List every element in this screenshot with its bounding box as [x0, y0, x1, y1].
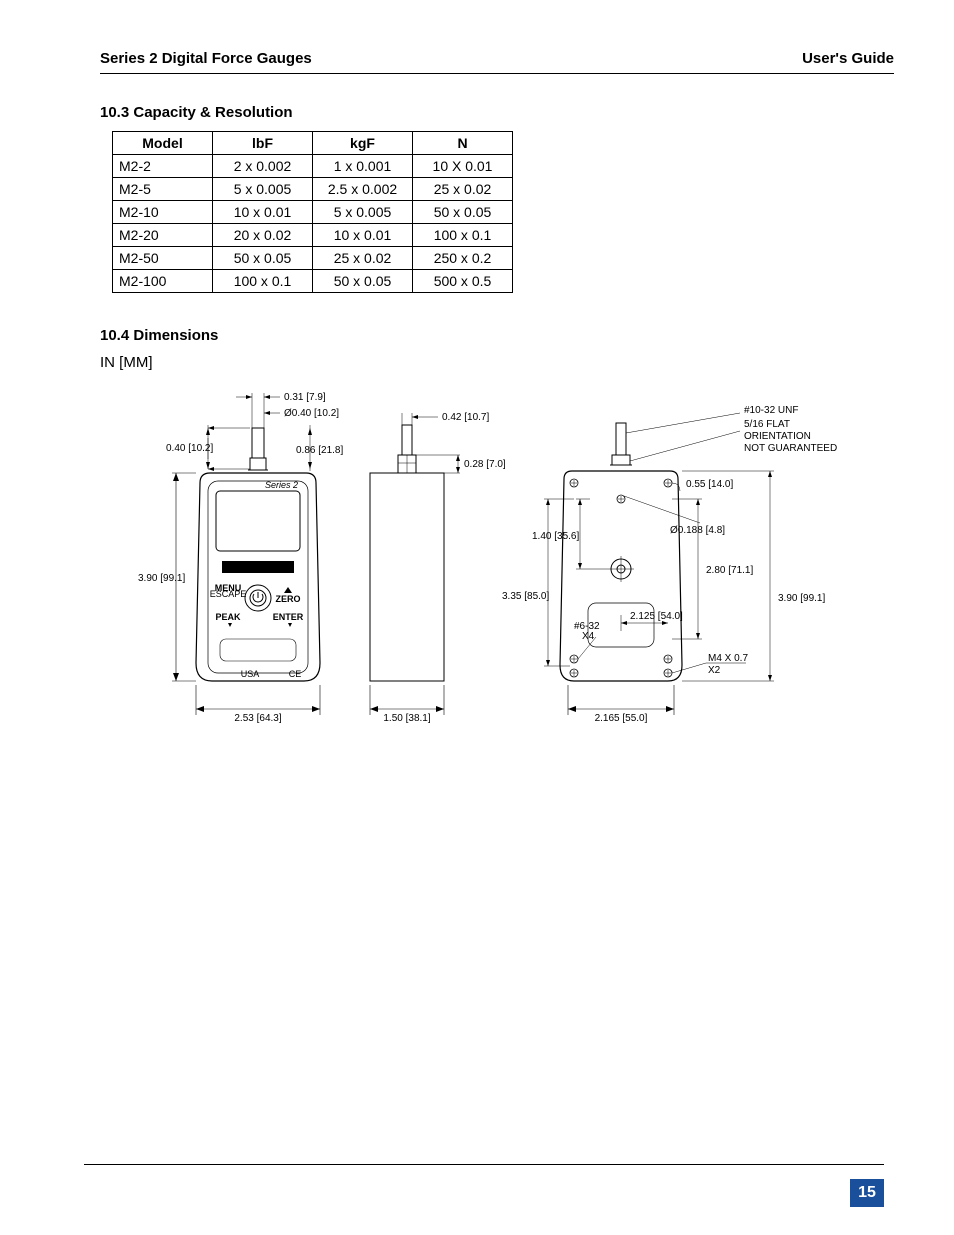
cell-model: M2-5 — [113, 178, 213, 201]
cell-model: M2-50 — [113, 247, 213, 270]
zero-btn: ZERO — [275, 594, 300, 604]
footer-rule — [84, 1164, 884, 1165]
cell-model: M2-10 — [113, 201, 213, 224]
back-x2: X2 — [708, 665, 721, 676]
cell-value: 2 x 0.002 — [213, 155, 313, 178]
escape-btn: ESCAPE — [210, 589, 247, 599]
back-m4: M4 X 0.7 — [708, 653, 748, 664]
table-row: M2-22 x 0.0021 x 0.00110 X 0.01 — [113, 155, 513, 178]
back-140: 1.40 [35.6] — [532, 531, 579, 542]
dim-040: 0.40 [10.2] — [166, 443, 213, 454]
cell-value: 100 x 0.1 — [213, 270, 313, 293]
side-042: 0.42 [10.7] — [442, 412, 489, 423]
front-width: 2.53 [64.3] — [234, 713, 281, 724]
cell-value: 100 x 0.1 — [413, 224, 513, 247]
dim-086: 0.86 [21.8] — [296, 445, 343, 456]
header-right: User's Guide — [802, 50, 894, 67]
section-capacity-title: 10.3 Capacity & Resolution — [100, 104, 894, 121]
back-055: 0.55 [14.0] — [686, 479, 733, 490]
cell-value: 50 x 0.05 — [313, 270, 413, 293]
table-row: M2-100100 x 0.150 x 0.05500 x 0.5 — [113, 270, 513, 293]
cell-value: 10 x 0.01 — [213, 201, 313, 224]
cell-value: 2.5 x 0.002 — [313, 178, 413, 201]
col-model: Model — [113, 132, 213, 155]
back-orient1: ORIENTATION — [744, 431, 811, 442]
page-header: Series 2 Digital Force Gauges User's Gui… — [100, 50, 894, 74]
col-kgf: kgF — [313, 132, 413, 155]
cell-value: 5 x 0.005 — [213, 178, 313, 201]
enter-btn: ENTER — [273, 612, 304, 622]
cell-model: M2-100 — [113, 270, 213, 293]
cell-value: 50 x 0.05 — [413, 201, 513, 224]
back-0188: Ø0.188 [4.8] — [670, 525, 725, 536]
front-height: 3.90 [99.1] — [138, 573, 185, 584]
series-label: Series 2 — [265, 480, 298, 490]
cell-value: 5 x 0.005 — [313, 201, 413, 224]
dimensions-units: IN [MM] — [100, 354, 894, 371]
back-thread-top: #10-32 UNF — [744, 405, 798, 416]
side-028: 0.28 [7.0] — [464, 459, 506, 470]
cell-value: 20 x 0.02 — [213, 224, 313, 247]
back-flat: 5/16 FLAT — [744, 419, 790, 430]
cell-value: 50 x 0.05 — [213, 247, 313, 270]
capacity-table: Model lbF kgF N M2-22 x 0.0021 x 0.00110… — [112, 131, 513, 293]
cell-value: 250 x 0.2 — [413, 247, 513, 270]
cell-value: 500 x 0.5 — [413, 270, 513, 293]
col-lbf: lbF — [213, 132, 313, 155]
dim-031: 0.31 [7.9] — [284, 392, 326, 403]
page-number: 15 — [850, 1179, 884, 1207]
back-280: 2.80 [71.1] — [706, 565, 753, 576]
side-width: 1.50 [38.1] — [383, 713, 430, 724]
back-orient2: NOT GUARANTEED — [744, 443, 837, 454]
cell-model: M2-2 — [113, 155, 213, 178]
table-row: M2-2020 x 0.0210 x 0.01100 x 0.1 — [113, 224, 513, 247]
table-row: M2-5050 x 0.0525 x 0.02250 x 0.2 — [113, 247, 513, 270]
section-dimensions-title: 10.4 Dimensions — [100, 327, 894, 344]
peak-btn: PEAK — [215, 612, 241, 622]
dimensions-diagram: Series 2 MARK-10 MENU ESCAPE ZERO PEAK E… — [130, 383, 894, 768]
header-left: Series 2 Digital Force Gauges — [100, 50, 312, 67]
cell-value: 25 x 0.02 — [413, 178, 513, 201]
cell-model: M2-20 — [113, 224, 213, 247]
usa-label: USA — [241, 669, 260, 679]
back-390: 3.90 [99.1] — [778, 593, 825, 604]
back-x4: X4 — [582, 631, 595, 642]
table-row: M2-1010 x 0.015 x 0.00550 x 0.05 — [113, 201, 513, 224]
dim-040d: Ø0.40 [10.2] — [284, 408, 339, 419]
col-n: N — [413, 132, 513, 155]
back-2125: 2.125 [54.0] — [630, 611, 683, 622]
ce-label: CE — [289, 669, 302, 679]
cell-value: 1 x 0.001 — [313, 155, 413, 178]
brand-label: MARK-10 — [231, 562, 284, 572]
table-row: M2-55 x 0.0052.5 x 0.00225 x 0.02 — [113, 178, 513, 201]
back-width: 2.165 [55.0] — [595, 713, 648, 724]
table-header-row: Model lbF kgF N — [113, 132, 513, 155]
cell-value: 25 x 0.02 — [313, 247, 413, 270]
back-335: 3.35 [85.0] — [502, 591, 549, 602]
cell-value: 10 x 0.01 — [313, 224, 413, 247]
cell-value: 10 X 0.01 — [413, 155, 513, 178]
